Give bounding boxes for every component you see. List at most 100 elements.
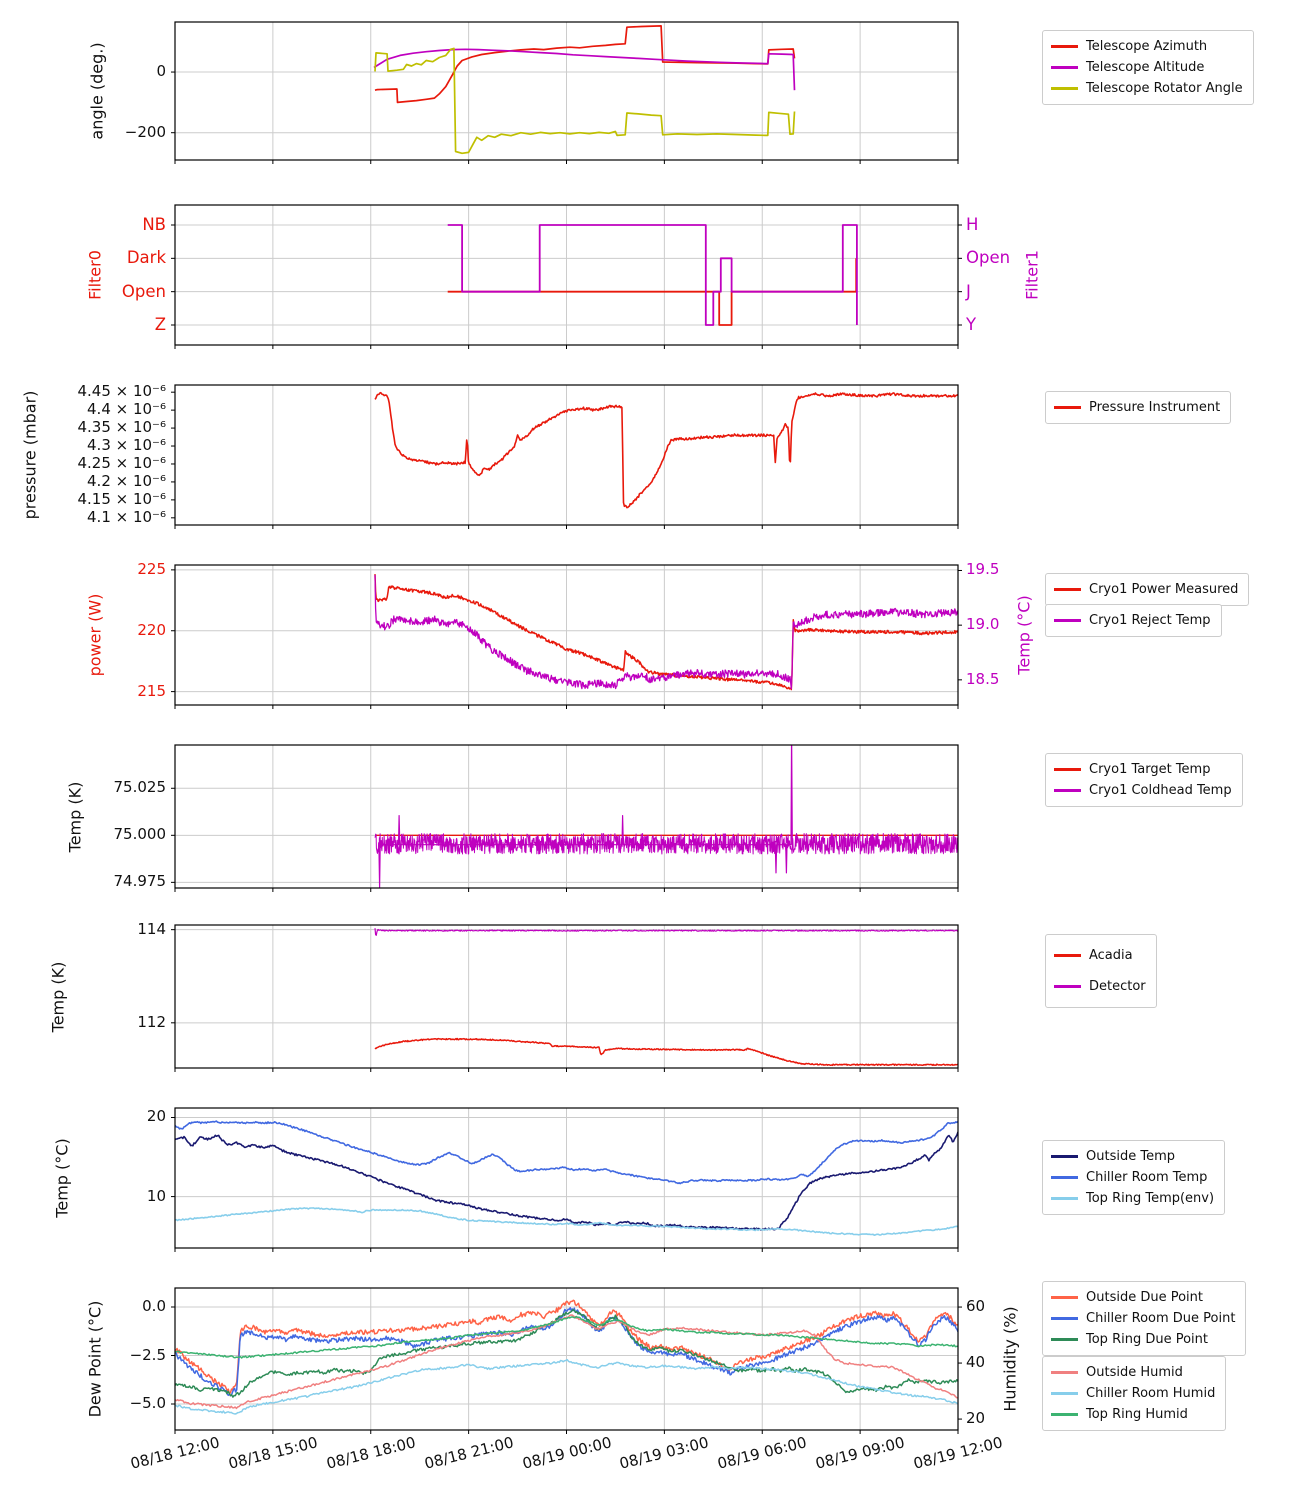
legend-label: Cryo1 Coldhead Temp (1089, 783, 1232, 798)
legend-label: Chiller Room Due Point (1086, 1311, 1236, 1326)
legend-label: Top Ring Temp(env) (1086, 1191, 1215, 1206)
legend-item: Pressure Instrument (1054, 397, 1220, 418)
legend-panel-6: Acadia Detector (1045, 934, 1157, 1008)
y-axis-label: Temp (K) (48, 961, 68, 1032)
y2-tick-label: 18.5 (966, 669, 1000, 688)
legend-item: Cryo1 Reject Temp (1054, 610, 1211, 631)
legend-panel-1: Telescope Azimuth Telescope Altitude Teles… (1042, 30, 1254, 105)
legend-panel-4-1: Cryo1 Power Measured (1045, 573, 1250, 606)
chart-panel-4 (171, 564, 962, 709)
outside-due-point-line (175, 1299, 958, 1395)
legend-swatch-outside-temp (1051, 1155, 1078, 1158)
top-ring-humid-line (175, 1315, 958, 1359)
legend-swatch-chiller-room-due-point (1051, 1317, 1078, 1320)
legend-panel-5: Cryo1 Target Temp Cryo1 Coldhead Temp (1045, 753, 1243, 807)
y-tick-label: 75.000 (113, 825, 167, 844)
legend-panel-8-1: Outside Due Point Chiller Room Due Point T… (1042, 1281, 1247, 1356)
legend-swatch-outside-humid (1051, 1371, 1078, 1374)
legend-item: Chiller Room Due Point (1051, 1308, 1235, 1329)
legend-item: Cryo1 Power Measured (1054, 579, 1238, 600)
y-tick-label: 112 (137, 1012, 166, 1031)
y2-axis-label: Temp (°C) (1014, 595, 1034, 675)
y-tick-label: 220 (137, 620, 166, 639)
legend-item: Detector (1054, 971, 1146, 1002)
legend-item: Outside Humid (1051, 1362, 1215, 1383)
y-tick-label: 4.35 × 10⁻⁶ (77, 418, 166, 437)
legend-item: Chiller Room Humid (1051, 1383, 1215, 1404)
legend-item: Telescope Altitude (1051, 57, 1243, 78)
chart-panel-1 (171, 21, 959, 164)
y-tick-label: −5.0 (129, 1394, 166, 1412)
legend-swatch-outside-due-point (1051, 1296, 1078, 1299)
legend-swatch-top-ring-due-point (1051, 1338, 1078, 1341)
y-tick-label: 215 (137, 681, 166, 700)
legend-label: Outside Temp (1086, 1149, 1175, 1164)
y2-tick-label: 20 (966, 1409, 986, 1428)
legend-label: Telescope Altitude (1086, 60, 1205, 75)
legend-item: Chiller Room Temp (1051, 1167, 1214, 1188)
chiller-room-temp-line (175, 1120, 958, 1185)
y-tick-label: Dark (126, 248, 166, 268)
y2-tick-label: H (966, 215, 979, 234)
y-axis-label: Temp (°C) (52, 1138, 72, 1218)
legend-item: Outside Temp (1051, 1146, 1214, 1167)
y2-tick-label: Open (966, 248, 1011, 268)
legend-swatch-pressure-instrument (1054, 406, 1081, 409)
y-tick-label: 20 (146, 1107, 166, 1126)
legend-swatch-chiller-room-humid (1051, 1392, 1078, 1395)
legend-item: Cryo1 Coldhead Temp (1054, 780, 1232, 801)
legend-item: Top Ring Temp(env) (1051, 1188, 1214, 1209)
y2-tick-label: 60 (966, 1297, 986, 1316)
y2-axis-label: Filter1 (1022, 250, 1042, 300)
y-tick-label: 0.0 (142, 1297, 166, 1315)
y-tick-label: 4.2 × 10⁻⁶ (87, 471, 166, 490)
y-tick-label: 4.4 × 10⁻⁶ (87, 400, 166, 419)
y-tick-label: 75.025 (113, 778, 167, 797)
legend-label: Top Ring Humid (1086, 1407, 1188, 1422)
y-tick-label: 4.15 × 10⁻⁶ (77, 489, 166, 508)
filter1-line (447, 224, 858, 326)
cryo1-coldhead-temp-line (374, 833, 958, 855)
y-tick-label: Z (154, 315, 166, 334)
legend-label: Detector (1089, 979, 1146, 994)
legend-swatch-cryo1-coldhead-temp (1054, 789, 1081, 792)
legend-item: Top Ring Due Point (1051, 1329, 1235, 1350)
y2-tick-label: Y (966, 315, 977, 334)
y2-axis-label: Humidity (%) (1000, 1306, 1020, 1412)
y2-tick-label: 40 (966, 1353, 986, 1372)
legend-item: Cryo1 Target Temp (1054, 759, 1232, 780)
legend-swatch-cryo1-reject-temp (1054, 619, 1081, 622)
y2-tick-label: 19.5 (966, 560, 1000, 579)
y-tick-label: 4.1 × 10⁻⁶ (87, 507, 166, 526)
y-tick-label: −200 (124, 122, 166, 141)
legend-label: Cryo1 Reject Temp (1089, 613, 1211, 628)
y-tick-label: 4.3 × 10⁻⁶ (87, 436, 166, 455)
cryo1-coldhead-temp-spikes-line (378, 745, 793, 888)
y-tick-label: 10 (146, 1186, 166, 1205)
chart-panel-5 (171, 744, 959, 892)
chart-panel-8 (171, 1287, 962, 1434)
legend-item: Outside Due Point (1051, 1287, 1235, 1308)
legend-panel-8-2: Outside Humid Chiller Room Humid Top Ring … (1042, 1356, 1227, 1431)
y-tick-label: NB (142, 215, 166, 234)
y-tick-label: 74.975 (113, 872, 167, 891)
chart-panel-3 (171, 384, 959, 529)
pressure-instrument-line (374, 391, 958, 509)
legend-label: Cryo1 Target Temp (1089, 762, 1211, 777)
telescope-rotator-angle-line (374, 47, 796, 155)
legend-label: Acadia (1089, 948, 1133, 963)
chiller-room-humid-line (175, 1358, 958, 1415)
chiller-room-due-point-line (175, 1306, 958, 1397)
legend-swatch-cryo1-target-temp (1054, 768, 1081, 771)
y-axis-label: Dew Point (°C) (85, 1300, 105, 1418)
telescope-azimuth-line (374, 25, 796, 104)
y-tick-label: Open (121, 281, 166, 301)
outside-temp-line (175, 1131, 958, 1231)
cryo1-power-measured-line (374, 574, 958, 691)
legend-item: Top Ring Humid (1051, 1404, 1215, 1425)
y-tick-label: 4.45 × 10⁻⁶ (77, 382, 166, 401)
legend-label: Cryo1 Power Measured (1089, 582, 1239, 597)
y-axis-label: pressure (mbar) (20, 390, 40, 520)
outside-humid-line (175, 1314, 958, 1410)
legend-panel-3: Pressure Instrument (1045, 391, 1232, 424)
